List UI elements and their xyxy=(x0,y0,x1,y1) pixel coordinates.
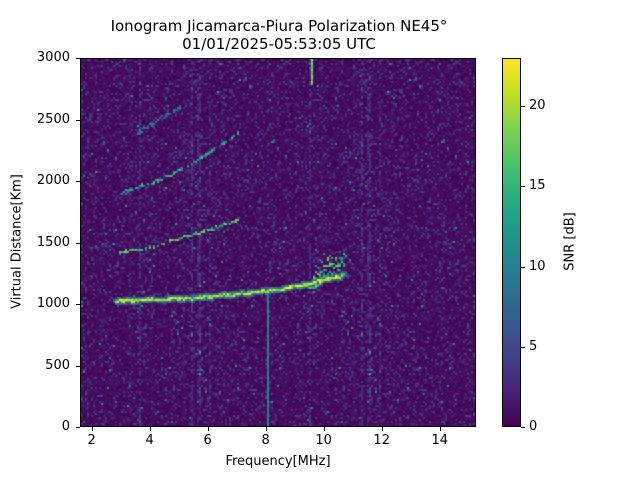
y-tick-mark xyxy=(76,119,80,121)
x-tick-label: 8 xyxy=(261,433,270,448)
x-tick-label: 12 xyxy=(373,433,390,448)
colorbar-tick-mark xyxy=(521,106,525,108)
colorbar-tick-mark xyxy=(521,266,525,268)
x-tick-mark xyxy=(265,427,267,431)
x-tick-mark xyxy=(149,427,151,431)
ionogram-heatmap xyxy=(80,58,476,427)
colorbar-tick-label: 5 xyxy=(529,338,538,354)
colorbar-tick-mark xyxy=(521,427,525,428)
y-tick-mark xyxy=(76,304,80,305)
x-tick-label: 10 xyxy=(315,433,332,448)
heatmap-canvas xyxy=(81,59,475,426)
y-tick-label: 500 xyxy=(45,357,70,373)
x-tick-mark xyxy=(381,427,383,431)
y-tick-mark xyxy=(76,365,80,367)
x-tick-label: 4 xyxy=(145,433,154,448)
chart-title-line1: Ionogram Jicamarca-Piura Polarization NE… xyxy=(110,17,448,35)
colorbar xyxy=(502,58,521,427)
y-tick-mark xyxy=(76,58,80,59)
x-tick-label: 6 xyxy=(203,433,212,448)
y-tick-mark xyxy=(76,181,80,182)
y-tick-label: 2000 xyxy=(36,173,70,188)
x-tick-mark xyxy=(207,427,209,431)
y-tick-label: 1000 xyxy=(36,296,70,311)
colorbar-tick-mark xyxy=(521,346,525,348)
y-tick-mark xyxy=(76,242,80,244)
y-axis-label: Virtual Distance[Km] xyxy=(9,174,25,309)
y-tick-label: 3000 xyxy=(36,50,70,65)
x-tick-mark xyxy=(439,427,441,431)
y-tick-mark xyxy=(76,427,80,428)
colorbar-tick-label: 0 xyxy=(529,419,538,434)
x-tick-mark xyxy=(91,427,93,431)
colorbar-tick-label: 15 xyxy=(529,178,546,194)
y-tick-label: 0 xyxy=(61,419,70,434)
colorbar-tick-label: 20 xyxy=(529,98,546,114)
x-tick-label: 2 xyxy=(87,433,96,448)
colorbar-tick-mark xyxy=(521,186,525,188)
colorbar-label: SNR [dB] xyxy=(562,212,578,271)
y-tick-label: 1500 xyxy=(36,234,70,250)
x-axis-label: Frequency[MHz] xyxy=(225,454,331,469)
x-tick-mark xyxy=(323,427,325,431)
colorbar-tick-label: 10 xyxy=(529,258,546,274)
chart-title-line2: 01/01/2025-05:53:05 UTC xyxy=(182,35,376,53)
y-tick-label: 2500 xyxy=(36,111,70,127)
x-tick-label: 14 xyxy=(431,433,448,448)
